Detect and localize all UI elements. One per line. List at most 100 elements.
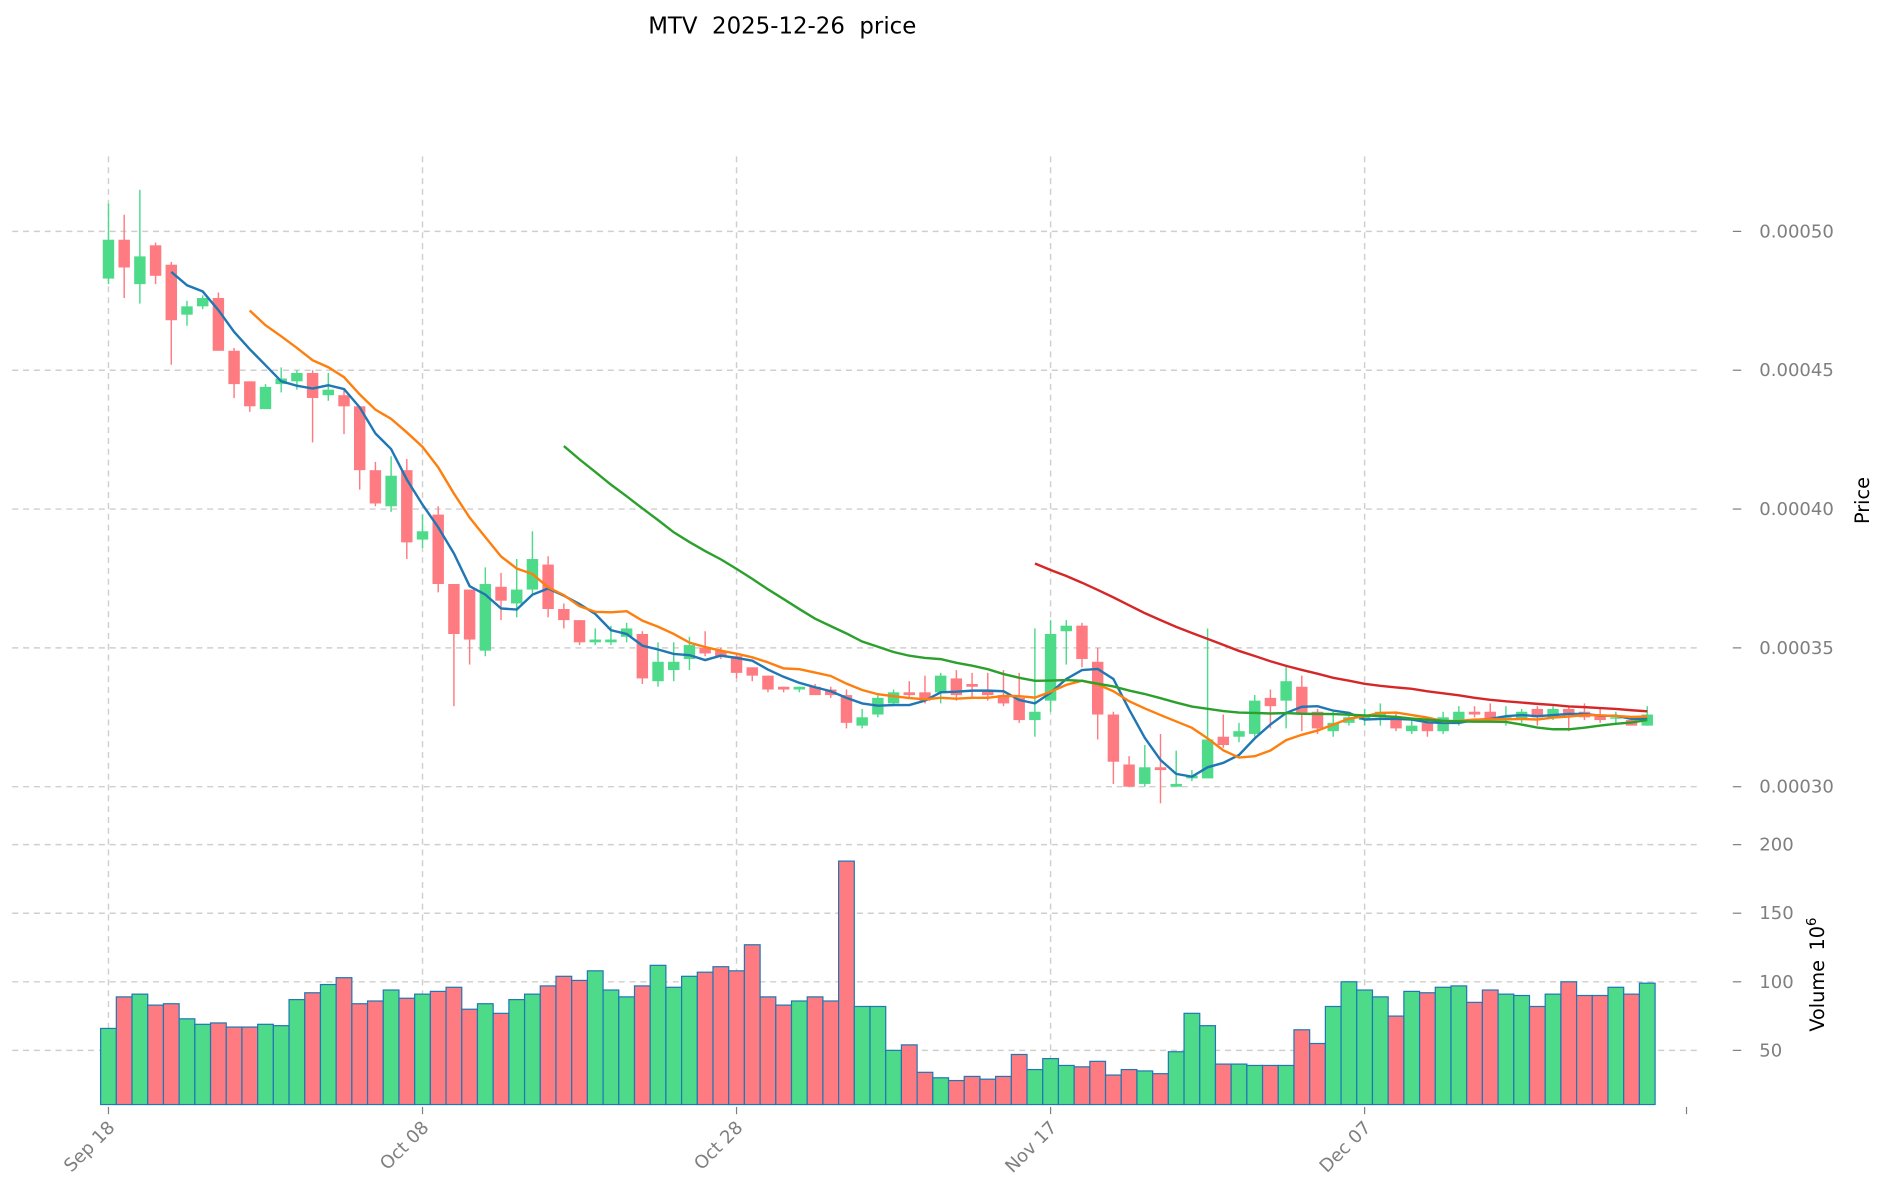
moving-average-60-line	[1034, 562, 1648, 713]
volume-bar	[743, 944, 761, 1106]
volume-bar	[1356, 989, 1374, 1106]
volume-bar	[241, 1026, 259, 1106]
candle-up	[511, 589, 523, 604]
candle-up	[479, 584, 492, 651]
volume-bar	[775, 1004, 793, 1106]
candle-down	[809, 686, 821, 696]
volume-bar	[147, 1004, 165, 1106]
volume-bar	[1450, 985, 1468, 1106]
volume-bar	[1528, 1005, 1546, 1106]
volume-bar	[1057, 1064, 1075, 1106]
volume-bar	[131, 993, 149, 1106]
candle-up	[793, 686, 806, 690]
volume-bar	[335, 977, 353, 1106]
candle-down	[1531, 708, 1544, 718]
volume-tick-label: 50	[1759, 1040, 1782, 1061]
price-tick-label: 0.00030	[1759, 777, 1834, 798]
candle-down	[919, 692, 931, 701]
volume-bar	[1152, 1073, 1169, 1106]
candle-up	[1610, 717, 1622, 719]
volume-bar	[1073, 1066, 1091, 1106]
candle-down	[353, 406, 366, 471]
candle-up	[1044, 633, 1057, 701]
moving-average-5-line	[170, 271, 1648, 778]
candle-down	[1217, 736, 1230, 746]
candle-up	[102, 239, 115, 279]
volume-bar	[1199, 1025, 1217, 1106]
candle-up	[385, 475, 397, 507]
volume-bar	[382, 989, 400, 1106]
volume-bar	[586, 970, 604, 1106]
volume-bar	[680, 975, 698, 1106]
volume-bar	[1136, 1070, 1154, 1106]
candle-up	[1547, 708, 1559, 718]
candle-down	[730, 656, 743, 673]
volume-bar	[1246, 1064, 1264, 1106]
moving-average-30-line	[563, 445, 1648, 731]
candle-down	[966, 683, 978, 687]
volume-bar	[1434, 986, 1452, 1106]
candle-down	[1107, 714, 1120, 762]
volume-bar	[963, 1075, 981, 1106]
moving-average-10-line	[248, 309, 1648, 759]
date-tick-label: Oct 28	[690, 1117, 747, 1174]
candle-down	[244, 381, 256, 407]
volume-bar	[665, 986, 683, 1106]
price-tick-label: 0.00040	[1759, 499, 1834, 520]
candle-up	[1201, 739, 1214, 779]
volume-bar	[822, 1000, 840, 1106]
volume-tick-label: 100	[1759, 972, 1793, 993]
candle-up	[683, 645, 696, 659]
candle-down	[950, 678, 963, 696]
volume-bar	[194, 1023, 212, 1106]
candle-down	[558, 609, 570, 621]
volume-bar	[916, 1071, 934, 1106]
candle-up	[291, 372, 303, 382]
volume-bar	[1324, 1005, 1342, 1106]
candle-down	[1311, 711, 1324, 729]
volume-bar	[429, 990, 447, 1106]
candle-up	[1060, 625, 1073, 632]
candle-up	[605, 639, 617, 643]
candle-down	[432, 514, 444, 585]
svg-text:Volume106: Volume 106	[1805, 918, 1829, 1032]
candle-down	[401, 470, 413, 543]
volume-bar	[115, 996, 133, 1106]
volume-bar	[539, 985, 557, 1106]
volume-bar	[1544, 993, 1562, 1106]
volume-bar	[1466, 1001, 1483, 1106]
candle-down	[495, 586, 507, 601]
volume-bar	[1010, 1053, 1028, 1106]
date-tick-label: Oct 08	[376, 1117, 433, 1174]
volume-bar	[1261, 1064, 1279, 1106]
volume-bar	[1607, 986, 1625, 1106]
volume-bar	[900, 1044, 918, 1106]
candle-up	[668, 661, 680, 671]
candle-up	[1327, 722, 1339, 732]
volume-bar	[947, 1079, 965, 1106]
volume-tick-label: 200	[1759, 835, 1793, 856]
volume-bar	[790, 1000, 808, 1106]
date-tick-label: Nov 17	[1001, 1117, 1061, 1177]
volume-bar	[1497, 993, 1515, 1106]
candle-up	[887, 692, 900, 704]
price-tick-label: 0.00035	[1759, 638, 1834, 659]
candle-up	[416, 531, 429, 540]
volume-bar	[414, 993, 431, 1106]
candle-down	[1296, 686, 1308, 715]
candle-up	[620, 628, 633, 637]
candle-down	[636, 633, 649, 679]
volume-bar	[1120, 1068, 1138, 1106]
volume-bar	[366, 1000, 384, 1106]
candle-down	[982, 689, 994, 696]
volume-bar	[649, 964, 667, 1106]
volume-exponent: 6	[1805, 918, 1820, 926]
candle-down	[228, 350, 240, 385]
candle-up	[134, 256, 146, 285]
volume-bar	[1089, 1060, 1107, 1106]
volume-bar	[618, 996, 636, 1106]
candle-up	[1139, 767, 1151, 784]
volume-bar	[398, 997, 416, 1106]
candle-up	[1406, 725, 1418, 732]
